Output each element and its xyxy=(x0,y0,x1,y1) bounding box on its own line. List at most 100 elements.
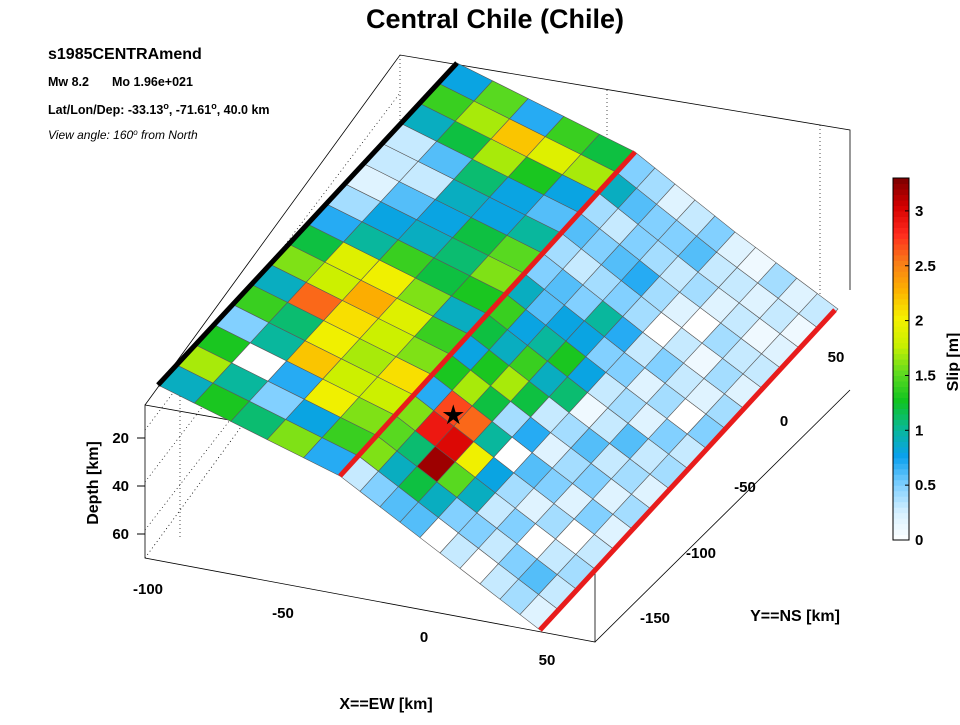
colorbar-segment xyxy=(893,446,909,453)
colorbar-segment xyxy=(893,490,909,497)
y-axis-label: Y==NS [km] xyxy=(750,608,840,625)
colorbar-segment xyxy=(893,232,909,239)
colorbar-segment xyxy=(893,359,909,366)
colorbar-segment xyxy=(893,282,909,289)
colorbar-segment xyxy=(893,424,909,431)
colorbar-segment xyxy=(893,287,909,294)
colorbar-segment xyxy=(893,298,909,305)
colorbar-tick-label: 1.5 xyxy=(915,367,936,384)
colorbar-segment xyxy=(893,194,909,201)
colorbar-segment xyxy=(893,254,909,261)
colorbar-segment xyxy=(893,391,909,398)
x-tick-label: -50 xyxy=(272,605,294,622)
colorbar-tick-label: 1 xyxy=(915,422,923,439)
x-tick-label: 50 xyxy=(539,652,556,669)
colorbar-segment xyxy=(893,342,909,349)
colorbar-segment xyxy=(893,348,909,355)
colorbar-segment xyxy=(893,397,909,404)
colorbar-segment xyxy=(893,485,909,492)
colorbar-segment xyxy=(893,178,909,185)
x-tick-label: 0 xyxy=(420,629,428,646)
segment-boundary-line xyxy=(538,308,837,632)
colorbar-segment xyxy=(893,402,909,409)
colorbar-label: Slip [m] xyxy=(945,333,960,392)
colorbar-segment xyxy=(893,188,909,196)
colorbar-segment xyxy=(893,227,909,234)
colorbar-segment xyxy=(893,474,909,481)
event-name: s1985CENTRAmend xyxy=(48,46,202,63)
colorbar-segment xyxy=(893,309,909,316)
colorbar-segment xyxy=(893,304,909,311)
z-axis-label: Depth [km] xyxy=(85,441,102,525)
subfault-cell xyxy=(798,293,839,330)
colorbar-segment xyxy=(893,512,909,519)
y-tick-label: -50 xyxy=(734,479,756,496)
event-magnitude: Mw 8.2 xyxy=(48,75,89,89)
colorbar-segment xyxy=(893,380,909,388)
colorbar-segment xyxy=(893,413,909,420)
colorbar-segment xyxy=(893,435,909,442)
colorbar-segment xyxy=(893,260,909,267)
colorbar-segment xyxy=(893,243,909,250)
colorbar-segment xyxy=(893,315,909,322)
colorbar-tick-label: 2.5 xyxy=(915,258,936,275)
colorbar-segment xyxy=(893,271,909,278)
x-axis-label: X==EW [km] xyxy=(339,696,432,713)
axes-top-edges xyxy=(144,54,851,406)
colorbar-segment xyxy=(893,496,909,503)
y-tick-label: 0 xyxy=(780,413,788,430)
colorbar-segment xyxy=(893,534,909,541)
colorbar-segment xyxy=(893,468,909,475)
colorbar-segment xyxy=(893,320,909,327)
colorbar-segment xyxy=(893,331,909,338)
colorbar-segment xyxy=(893,419,909,426)
fault-edges xyxy=(156,61,837,632)
trench-line xyxy=(156,61,459,387)
colorbar-tick-label: 3 xyxy=(915,203,923,220)
colorbar-segment xyxy=(893,293,909,300)
y-tick-label: -100 xyxy=(686,545,716,562)
chart-title: Central Chile (Chile) xyxy=(366,4,624,34)
colorbar-segment xyxy=(893,210,909,217)
colorbar-segment xyxy=(893,386,909,393)
event-location: Lat/Lon/Dep: -33.13o, -71.61o, 40.0 km xyxy=(48,101,270,117)
colorbar-segment xyxy=(893,221,909,228)
colorbar-segment xyxy=(893,518,909,525)
colorbar-segment xyxy=(893,369,909,377)
colorbar-segment xyxy=(893,199,909,207)
colorbar-segment xyxy=(893,507,909,514)
z-tick-label: 40 xyxy=(112,478,129,495)
segment-boundary-line xyxy=(338,150,637,478)
event-moment: Mo 1.96e+021 xyxy=(112,75,193,89)
axes-floor-edge xyxy=(594,389,851,643)
fault-slip-surface xyxy=(157,62,839,631)
colorbar-segment xyxy=(893,353,909,360)
colorbar-tick-label: 0.5 xyxy=(915,477,936,494)
colorbar-segment xyxy=(893,364,909,371)
colorbar-segment xyxy=(893,501,909,508)
colorbar-segment xyxy=(893,457,909,464)
colorbar-segment xyxy=(893,205,909,212)
colorbar-segment xyxy=(893,337,909,344)
colorbar-segment xyxy=(893,441,909,448)
grid-line xyxy=(144,92,401,431)
epicenter-star xyxy=(442,404,464,425)
colorbar-segment xyxy=(893,265,909,272)
colorbar-segment xyxy=(893,375,909,382)
colorbar-segment xyxy=(893,276,909,283)
view-angle-note: View angle: 160o from North xyxy=(48,128,198,143)
colorbar-segment xyxy=(893,408,909,415)
colorbar-segment xyxy=(893,216,909,223)
y-tick-label: -150 xyxy=(640,610,670,627)
colorbar: 0 0.5 1 1.5 2 2.5 3 xyxy=(892,177,936,549)
colorbar-segment xyxy=(893,523,909,530)
y-tick-label: 50 xyxy=(828,349,845,366)
z-tick-label: 20 xyxy=(112,430,129,447)
colorbar-segment xyxy=(893,479,909,486)
colorbar-frame xyxy=(892,177,910,541)
fault-segment-3 xyxy=(439,231,839,631)
z-tick-label: 60 xyxy=(112,526,129,543)
colorbar-tick-label: 2 xyxy=(915,313,923,330)
colorbar-segment xyxy=(893,249,909,256)
